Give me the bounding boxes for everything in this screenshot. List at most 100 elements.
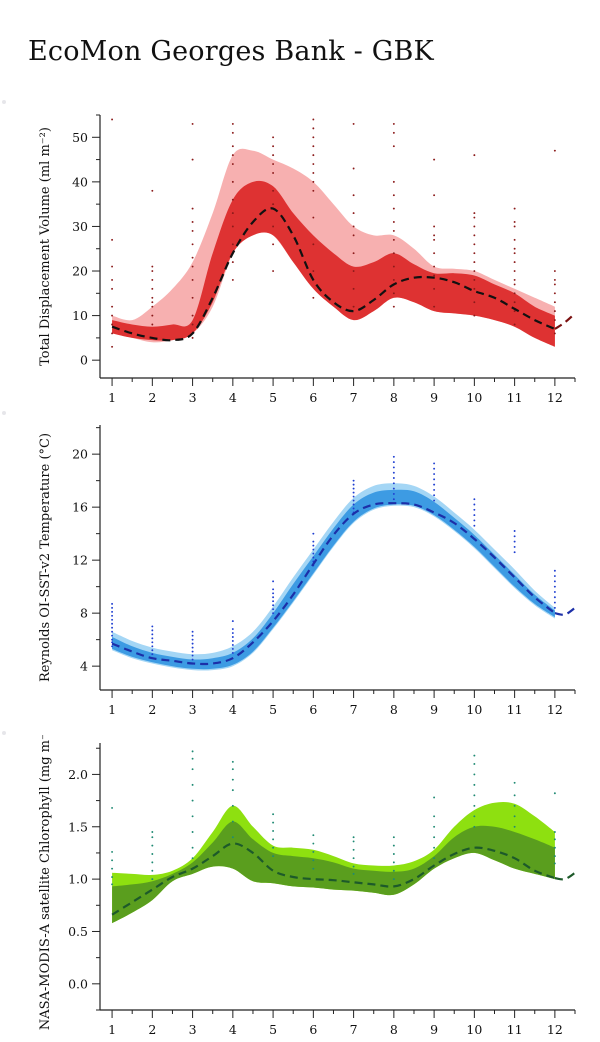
y-tick-label: 1.0: [68, 872, 88, 887]
observation-point: [433, 846, 436, 849]
observation-point: [272, 608, 275, 611]
observation-point: [433, 462, 436, 465]
observation-point: [513, 261, 516, 264]
x-tick-label: 12: [547, 390, 563, 405]
x-tick-label: 2: [148, 390, 156, 405]
observation-point: [111, 614, 114, 617]
observation-point: [352, 252, 355, 255]
observation-point: [392, 292, 395, 295]
edge-marker: [2, 411, 6, 415]
observation-point: [473, 270, 476, 272]
observation-point: [111, 287, 114, 290]
observation-point: [151, 629, 154, 632]
observation-point: [433, 287, 436, 290]
observation-point: [553, 585, 556, 588]
observation-point: [352, 507, 355, 510]
observation-point: [473, 762, 476, 765]
observation-point: [312, 163, 315, 165]
plot-area: [111, 750, 556, 924]
observation-point: [513, 545, 516, 548]
x-tick-label: 3: [189, 702, 197, 717]
x-tick-label: 9: [430, 1022, 438, 1037]
observation-point: [473, 508, 476, 511]
observation-point: [111, 638, 114, 641]
observation-point: [553, 283, 556, 286]
observation-point: [231, 198, 234, 201]
observation-point: [473, 825, 476, 828]
observation-point: [231, 804, 234, 807]
y-tick-label: 20: [72, 264, 88, 279]
observation-point: [513, 781, 516, 784]
observation-point: [272, 596, 275, 599]
observation-point: [191, 783, 194, 786]
observation-point: [553, 596, 556, 599]
x-tick-label: 5: [269, 390, 277, 405]
observation-point: [473, 773, 476, 776]
observation-point: [392, 836, 395, 839]
observation-point: [352, 865, 355, 868]
observation-point: [151, 878, 154, 881]
x-tick-label: 11: [507, 1022, 523, 1037]
observation-point: [352, 848, 355, 851]
observation-point: [151, 645, 154, 648]
x-tick-label: 9: [430, 702, 438, 717]
observation-point: [433, 483, 436, 486]
observation-point: [111, 618, 114, 621]
observation-point: [191, 757, 194, 760]
observation-point: [272, 813, 275, 816]
y-axis-label: NASA-MODIS-A satellite Chlorophyll (mg m…: [38, 735, 53, 1030]
observation-point: [312, 544, 315, 547]
observation-point: [272, 189, 275, 192]
observation-point: [312, 842, 315, 845]
observation-point: [513, 247, 516, 250]
observation-point: [433, 194, 436, 197]
x-tick-label: 10: [466, 1022, 482, 1037]
x-tick-label: 1: [108, 390, 116, 405]
observation-point: [352, 287, 355, 290]
observation-point: [513, 794, 516, 797]
observation-point: [272, 830, 275, 832]
observation-point: [513, 292, 516, 295]
observation-point: [191, 243, 194, 246]
y-tick-label: 0: [80, 353, 88, 368]
observation-point: [151, 296, 154, 299]
observation-point: [513, 207, 516, 210]
observation-point: [231, 278, 234, 281]
observation-point: [191, 122, 194, 125]
observation-point: [151, 323, 154, 326]
observation-point: [352, 479, 355, 482]
observation-point: [352, 836, 355, 839]
observation-point: [111, 305, 114, 308]
y-axis-label: Total Displacement Volume (ml m⁻²): [38, 127, 53, 366]
observation-point: [111, 345, 114, 348]
observation-point: [553, 332, 556, 335]
observation-point: [352, 122, 355, 125]
observation-point: [191, 207, 194, 210]
observation-point: [392, 878, 395, 881]
observation-point: [272, 203, 275, 206]
observation-point: [231, 131, 234, 134]
median-wrap-line: [554, 871, 576, 881]
observation-point: [433, 499, 436, 502]
observation-point: [272, 580, 275, 583]
observation-point: [433, 234, 436, 237]
observation-point: [191, 296, 194, 299]
x-tick-label: 9: [430, 390, 438, 405]
observation-point: [352, 270, 355, 272]
observation-point: [191, 646, 194, 649]
observation-point: [473, 261, 476, 264]
chlorophyll-chart: 0.00.51.01.52.01 2 3 4 5 6 7 8 9 10 11 12NASA-MODIS…: [38, 735, 576, 1037]
x-tick-label: 3: [189, 390, 197, 405]
observation-point: [473, 783, 476, 786]
observation-point: [191, 658, 194, 661]
observation-point: [312, 136, 315, 139]
observation-point: [231, 836, 234, 839]
observation-point: [151, 861, 154, 864]
observation-point: [272, 225, 275, 228]
observation-point: [111, 867, 114, 870]
observation-point: [231, 261, 234, 264]
observation-point: [111, 238, 114, 241]
observation-point: [231, 768, 234, 771]
observation-point: [513, 323, 516, 326]
